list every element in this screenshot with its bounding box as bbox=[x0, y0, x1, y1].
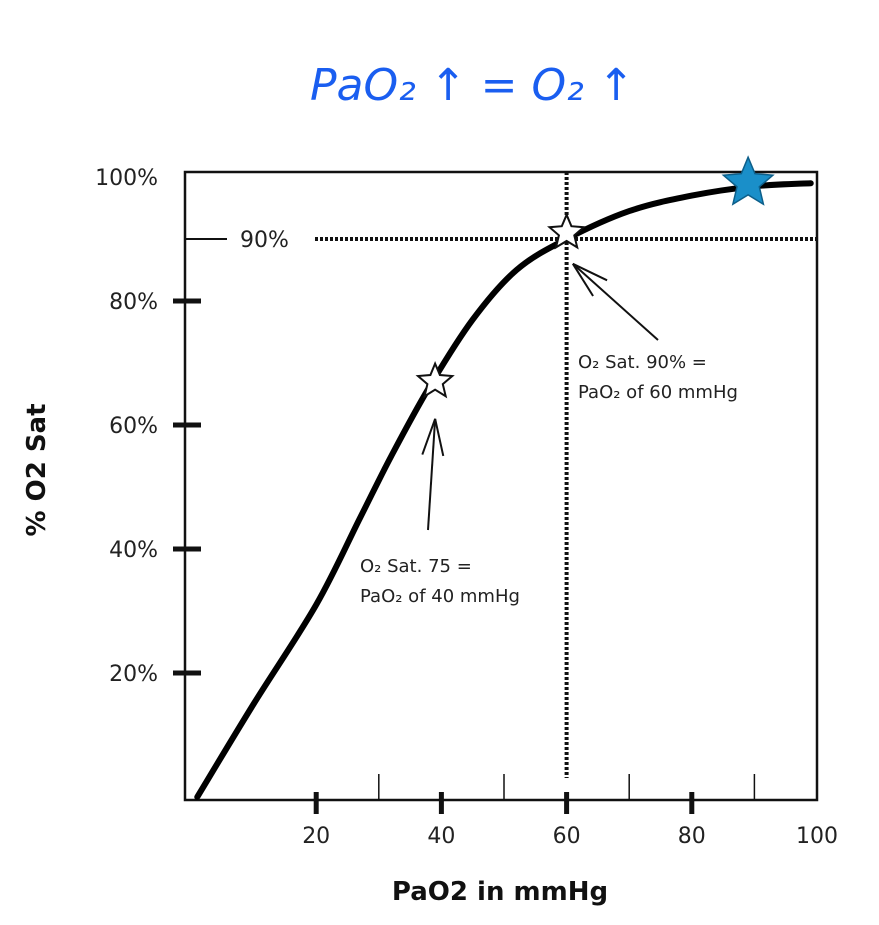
outline-star-marker bbox=[547, 212, 587, 250]
x-tick-label: 60 bbox=[553, 824, 581, 849]
annotation-arrow bbox=[427, 418, 437, 531]
annotation-arrow bbox=[572, 263, 659, 341]
y-axis-label: % O2 Sat bbox=[22, 403, 52, 536]
x-axis-label: PaO2 in mmHg bbox=[392, 877, 608, 907]
annotation-line-2: PaO₂ of 60 mmHg bbox=[578, 382, 738, 403]
y-reference-label: 90% bbox=[240, 228, 289, 253]
y-tick-label: 40% bbox=[109, 538, 158, 563]
outline-star-marker bbox=[415, 360, 455, 399]
plot-frame bbox=[183, 170, 819, 802]
arrow-head bbox=[421, 418, 437, 455]
arrow-head bbox=[572, 262, 608, 282]
y-tick-label: 100% bbox=[95, 166, 158, 191]
x-tick-label: 20 bbox=[302, 824, 330, 849]
x-tick-label: 40 bbox=[427, 824, 455, 849]
blue-star-marker bbox=[721, 155, 775, 206]
annotation-line-1: O₂ Sat. 90% = bbox=[578, 352, 707, 373]
y-tick-label: 80% bbox=[109, 290, 158, 315]
handwritten-note: PaO₂ ↑ = O₂ ↑ bbox=[310, 60, 635, 111]
x-tick-label: 80 bbox=[678, 824, 706, 849]
annotation-line-1: O₂ Sat. 75 = bbox=[360, 556, 472, 577]
y-tick-label: 20% bbox=[109, 662, 158, 687]
x-tick-label: 100 bbox=[796, 824, 838, 849]
y-tick-label: 60% bbox=[109, 414, 158, 439]
annotation-line-2: PaO₂ of 40 mmHg bbox=[360, 586, 520, 607]
arrow-head bbox=[434, 418, 445, 457]
arrow-head bbox=[572, 263, 594, 297]
saturation-curve bbox=[194, 180, 814, 800]
